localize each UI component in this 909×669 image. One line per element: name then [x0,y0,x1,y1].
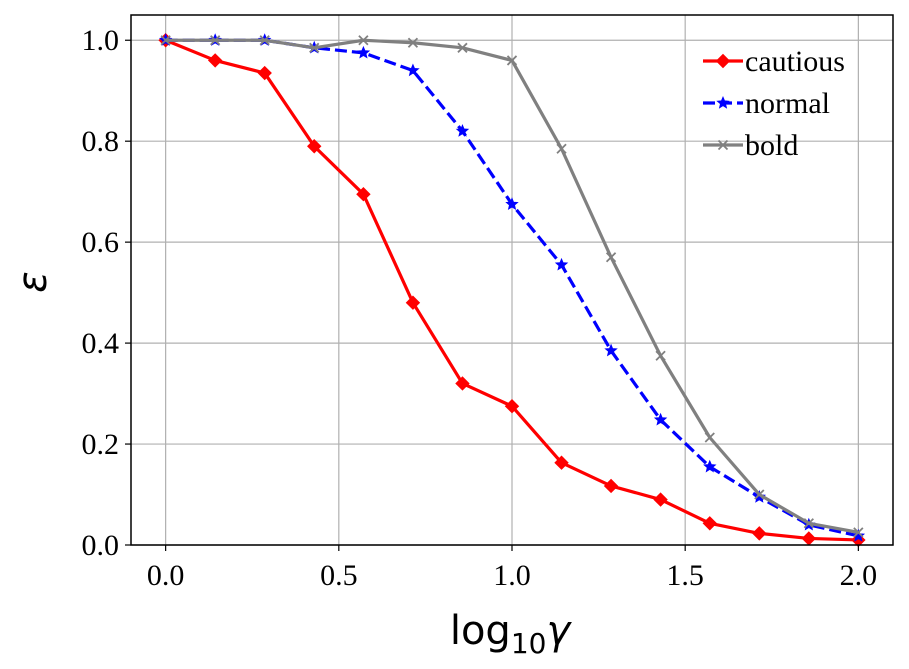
data-point-bold [803,518,814,529]
x-axis-label-subscript: 10 [511,627,547,660]
y-axis-label: ε [10,271,56,293]
legend-marker [717,139,729,151]
data-point-cautious [257,65,272,81]
data-point-bold [754,489,765,500]
data-point-normal [604,343,618,357]
y-axis: 0.0 0.2 0.4 0.6 0.8 1.0 [82,24,131,562]
data-point-bold [704,432,715,443]
data-point-normal [505,197,519,210]
data-point-bold [160,35,171,46]
x-tick-label: 1.5 [666,559,704,592]
y-tick-label: 0.0 [82,529,120,562]
x-tick-label: 1.0 [493,559,531,592]
data-point-cautious [455,376,470,391]
data-point-bold [358,35,369,46]
data-point-normal [455,124,470,137]
y-tick-label: 0.6 [82,226,120,259]
data-point-bold [457,42,468,53]
data-point-bold [259,35,270,46]
data-point-cautious [504,398,520,414]
legend-entry-bold: bold [703,129,798,162]
series-bold [160,35,864,538]
data-point-normal [554,257,569,271]
legend-label: normal [745,87,830,120]
data-point-cautious [207,53,223,68]
legend-entry-cautious: cautious [703,45,845,78]
data-point-bold [605,252,617,263]
data-point-normal [406,63,420,77]
legend-marker [716,95,730,109]
data-point-bold [407,37,419,48]
data-point-bold [506,55,518,66]
legend-marker [715,53,731,69]
data-point-cautious [801,531,817,546]
data-point-cautious [702,516,717,531]
data-point-bold [556,143,567,154]
data-point-cautious [653,492,668,507]
data-point-bold [210,35,221,46]
y-tick-label: 0.2 [82,428,120,461]
data-point-cautious [307,139,322,154]
x-axis: 0.0 0.5 1.0 1.5 2.0 [147,545,877,592]
legend-entry-normal: normal [703,87,830,120]
y-tick-label: 0.4 [82,327,120,360]
x-axis-label: log10γ [450,608,573,660]
data-point-normal [851,528,866,542]
x-tick-label: 0.0 [147,559,185,592]
x-tick-label: 2.0 [840,559,878,592]
data-point-normal [703,459,717,473]
y-tick-label: 0.8 [82,125,120,158]
legend: cautious normal bold [703,45,845,162]
data-point-cautious [405,295,421,310]
data-point-cautious [554,455,569,470]
legend-label: cautious [745,45,845,78]
x-tick-label: 0.5 [320,559,358,592]
data-point-cautious [603,478,619,494]
data-point-bold [655,350,666,361]
x-axis-label-base: log [450,608,511,654]
data-point-bold [309,42,320,53]
legend-label: bold [745,129,798,162]
data-point-cautious [356,186,371,202]
data-point-normal [356,45,371,59]
data-point-cautious [752,526,767,541]
x-axis-label-variable: γ [546,608,572,654]
data-point-normal [752,490,767,503]
data-point-normal [653,412,668,426]
data-point-bold [853,527,864,538]
series-layer [158,33,866,548]
y-tick-label: 1.0 [82,24,120,57]
